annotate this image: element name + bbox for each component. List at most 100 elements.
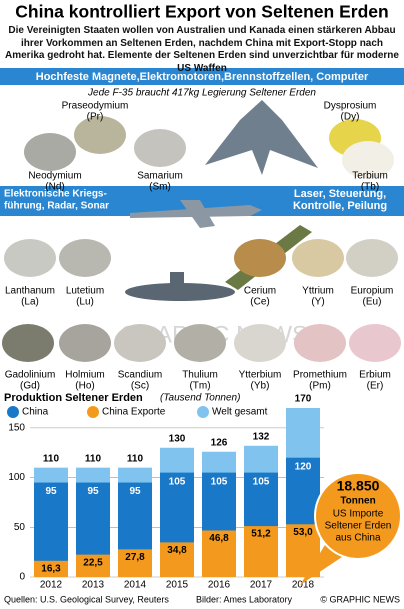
y-tick-label: 150	[8, 423, 25, 434]
legend-swatch	[87, 406, 99, 418]
element-name: Holmium	[65, 370, 104, 381]
value-label: 27,8	[125, 552, 145, 563]
value-label: 95	[45, 486, 57, 497]
value-label: 130	[169, 433, 186, 444]
element-symbol: (Ce)	[250, 297, 269, 308]
band-text: Elektronische Kriegs-	[4, 189, 107, 200]
element-name: Thulium	[182, 370, 218, 381]
element-sample	[2, 324, 54, 362]
title: China kontrolliert Export von Seltenen E…	[15, 2, 388, 22]
value-label: 16,3	[41, 563, 61, 574]
y-tick-label: 0	[19, 572, 25, 583]
element-name: Scandium	[118, 370, 162, 381]
element-sample	[74, 116, 126, 154]
value-label: 110	[43, 453, 60, 464]
chart-title: Produktion Seltener Erden	[4, 392, 143, 404]
element-sample	[346, 239, 398, 277]
legend-swatch	[7, 406, 19, 418]
element-sample	[134, 129, 186, 167]
year-box	[244, 578, 278, 591]
element-name: Dysprosium	[324, 101, 377, 112]
element-name: Lanthanum	[5, 286, 55, 297]
element-sample	[349, 324, 401, 362]
band-text: Hochfeste Magnete,Elektromotoren,Brennst…	[36, 71, 369, 83]
element-symbol: (Er)	[367, 381, 384, 392]
chart-subtitle: (Tausend Tonnen)	[160, 393, 240, 404]
value-label: 105	[169, 476, 186, 487]
element-sample	[174, 324, 226, 362]
value-label: 132	[253, 431, 270, 442]
callout-unit: Tonnen	[340, 496, 375, 507]
element-name: Gadolinium	[5, 370, 56, 381]
element-name: Terbium	[352, 171, 388, 182]
element-sample	[234, 324, 286, 362]
element-name: Erbium	[359, 370, 391, 381]
legend-swatch	[197, 406, 209, 418]
element-name: Promethium	[293, 370, 347, 381]
value-label: 95	[87, 486, 99, 497]
element-symbol: (Yb)	[251, 381, 270, 392]
element-symbol: (Dy)	[341, 112, 360, 123]
element-name: Lutetium	[66, 286, 104, 297]
value-label: 110	[85, 453, 102, 464]
element-name: Europium	[351, 286, 394, 297]
value-label: 46,8	[209, 533, 229, 544]
year-box	[160, 578, 194, 591]
element-symbol: (Sm)	[149, 182, 171, 193]
bar	[202, 530, 236, 577]
element-sample	[294, 324, 346, 362]
bar	[76, 554, 110, 577]
y-tick-label: 50	[14, 522, 26, 533]
x-tick-label: 2012	[40, 580, 63, 591]
bar	[160, 542, 194, 577]
element-sample	[24, 133, 76, 171]
element-sample	[59, 239, 111, 277]
callout-text: Seltener Erden	[325, 521, 392, 532]
value-label: 126	[211, 437, 228, 448]
source: Quellen: U.S. Geological Survey, Reuters	[4, 594, 169, 604]
element-name: Samarium	[137, 171, 183, 182]
x-tick-label: 2014	[124, 580, 147, 591]
subtitle: Die Vereinigten Staaten wollen von Austr…	[5, 25, 399, 74]
legend-label: Welt gesamt	[212, 407, 268, 418]
element-sample	[234, 239, 286, 277]
element-name: Yttrium	[302, 286, 334, 297]
bar	[118, 549, 152, 577]
x-tick-label: 2015	[166, 580, 189, 591]
element-symbol: (Y)	[311, 297, 324, 308]
element-sample	[342, 141, 394, 179]
element-symbol: (Pr)	[87, 112, 104, 123]
value-label: 110	[127, 453, 144, 464]
element-sample	[59, 324, 111, 362]
credit: Bilder: Ames Laboratory	[196, 594, 293, 604]
note: Jede F-35 braucht 417kg Legierung Selten…	[87, 88, 316, 99]
element-sample	[4, 239, 56, 277]
x-tick-label: 2016	[208, 580, 231, 591]
element-name: Ytterbium	[239, 370, 282, 381]
year-box	[202, 578, 236, 591]
x-tick-label: 2013	[82, 580, 105, 591]
year-box	[76, 578, 110, 591]
element-symbol: (Nd)	[45, 182, 64, 193]
y-tick-label: 100	[8, 472, 25, 483]
year-box	[34, 578, 68, 591]
band-text: Laser, Steuerung,	[294, 188, 386, 200]
year-box	[286, 578, 320, 591]
element-sample	[114, 324, 166, 362]
element-symbol: (Lu)	[76, 297, 94, 308]
x-tick-label: 2017	[250, 580, 273, 591]
copyright: © GRAPHIC NEWS	[320, 594, 400, 604]
value-label: 95	[129, 486, 141, 497]
element-name: Praseodymium	[62, 101, 129, 112]
element-symbol: (Eu)	[363, 297, 382, 308]
value-label: 170	[295, 394, 312, 405]
element-symbol: (Tm)	[189, 381, 210, 392]
value-label: 22,5	[83, 557, 103, 568]
value-label: 34,8	[167, 545, 187, 556]
callout-text: aus China	[335, 533, 380, 544]
bar	[34, 560, 68, 577]
legend-label: China Exporte	[102, 407, 166, 418]
band	[0, 68, 404, 85]
